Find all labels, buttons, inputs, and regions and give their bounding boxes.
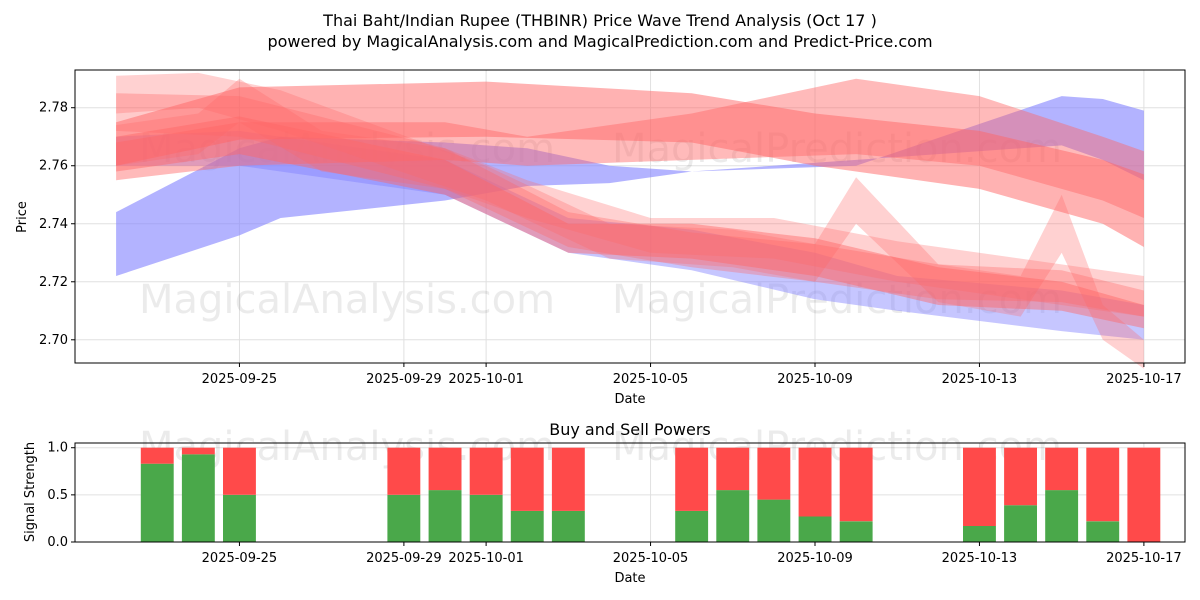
chart-title-line2: powered by MagicalAnalysis.com and Magic… <box>267 32 932 51</box>
price-wave-band-8 <box>116 78 1144 317</box>
buy-bar-2025-09-30 <box>428 490 462 542</box>
sell-bar-2025-10-06 <box>675 447 709 511</box>
buy-bar-2025-10-10 <box>839 521 873 542</box>
price-y-axis: 2.70 2.72 2.74 2.76 2.78 <box>39 101 75 348</box>
signal-y-axis-label: Signal Strength <box>23 442 38 542</box>
price-y-axis-label: Price <box>15 201 30 233</box>
signal-x-tick-label: 2025-09-25 <box>202 551 278 566</box>
signal-x-tick-label: 2025-10-17 <box>1106 551 1182 566</box>
price-wave-bands <box>116 72 1144 369</box>
sell-bar-2025-10-14 <box>1004 447 1037 506</box>
signal-x-tick-label: 2025-09-29 <box>366 551 442 566</box>
buy-bar-2025-10-02 <box>510 510 544 542</box>
sell-bar-2025-10-03 <box>551 447 585 511</box>
buy-bar-2025-10-14 <box>1004 505 1037 542</box>
buy-bar-2025-10-03 <box>551 510 585 542</box>
price-chart-panel: MagicalAnalysis.com MagicalPrediction.co… <box>15 69 1186 407</box>
signal-chart-frame <box>74 442 1186 543</box>
sell-bar-2025-10-13 <box>963 447 996 526</box>
buy-bar-2025-10-13 <box>963 526 996 542</box>
price-x-tick-label: 2025-09-25 <box>202 372 278 387</box>
price-y-tick-label: 2.76 <box>39 159 68 174</box>
signal-x-tick-label: 2025-10-01 <box>448 551 524 566</box>
sell-bar-2025-09-25 <box>223 447 256 495</box>
price-chart-frame <box>74 69 1186 364</box>
price-wave-band-4 <box>116 78 1144 218</box>
sell-bar-2025-09-24 <box>181 447 215 455</box>
buy-bar-2025-09-24 <box>181 454 215 542</box>
buy-bar-2025-09-23 <box>140 463 174 542</box>
signal-x-tick-label: 2025-10-13 <box>942 551 1018 566</box>
price-y-tick-label: 2.74 <box>39 217 68 232</box>
sell-bar-2025-10-01 <box>469 447 503 495</box>
buy-bar-2025-10-16 <box>1086 521 1120 542</box>
buy-bar-2025-10-06 <box>675 510 709 542</box>
watermark-analysis-mid: MagicalAnalysis.com <box>139 277 555 323</box>
price-wave-band-6 <box>116 93 1144 317</box>
sell-bar-2025-10-10 <box>839 447 873 522</box>
price-wave-band-1 <box>116 96 1144 276</box>
price-x-tick-label: 2025-10-09 <box>777 372 853 387</box>
buy-bar-2025-10-01 <box>469 494 503 542</box>
sell-bar-2025-10-09 <box>798 447 832 517</box>
chart-title-line1: Thai Baht/Indian Rupee (THBINR) Price Wa… <box>322 11 877 30</box>
price-wave-band-5 <box>116 116 1144 329</box>
signal-y-axis: 0.0 0.5 1.0 <box>47 441 75 550</box>
watermark-prediction-mid: MagicalPrediction.com <box>612 277 1062 323</box>
price-y-tick-label: 2.78 <box>39 101 68 116</box>
signal-x-tick-label: 2025-10-09 <box>777 551 853 566</box>
signal-y-tick-label: 0.5 <box>47 488 68 503</box>
buy-bar-2025-10-08 <box>757 499 791 542</box>
signal-x-axis-label: Date <box>614 571 645 586</box>
sell-bar-2025-10-07 <box>716 447 750 491</box>
sell-bar-2025-10-15 <box>1045 447 1079 491</box>
buy-bar-2025-09-25 <box>223 494 256 542</box>
signal-chart-panel: Buy and Sell Powers MagicalAnalysis.com … <box>23 420 1186 586</box>
sell-bar-2025-09-29 <box>387 447 421 495</box>
signal-x-tick-label: 2025-10-05 <box>613 551 689 566</box>
signal-chart-title: Buy and Sell Powers <box>549 420 711 439</box>
sell-bar-2025-09-23 <box>140 447 174 464</box>
price-x-tick-label: 2025-09-29 <box>366 372 442 387</box>
buy-bar-2025-10-07 <box>716 490 750 542</box>
price-wave-band-2 <box>116 130 1144 340</box>
price-x-axis: 2025-09-25 2025-09-29 2025-10-01 2025-10-05… <box>202 363 1182 387</box>
sell-bar-2025-10-17 <box>1127 447 1161 542</box>
price-x-tick-label: 2025-10-01 <box>448 372 524 387</box>
price-y-tick-label: 2.72 <box>39 275 68 290</box>
signal-y-tick-label: 0.0 <box>47 535 68 550</box>
price-y-tick-label: 2.70 <box>39 333 68 348</box>
price-wave-band-7 <box>116 72 1144 369</box>
price-wave-band-3 <box>116 81 1144 247</box>
sell-bar-2025-10-16 <box>1086 447 1120 522</box>
sell-bar-2025-10-08 <box>757 447 791 500</box>
price-x-tick-label: 2025-10-05 <box>613 372 689 387</box>
sell-bar-2025-10-02 <box>510 447 544 511</box>
sell-bar-2025-09-30 <box>428 447 462 491</box>
price-x-tick-label: 2025-10-17 <box>1106 372 1182 387</box>
signal-chart-background <box>75 443 1185 542</box>
signal-bars <box>140 447 1161 542</box>
price-x-axis-label: Date <box>614 392 645 407</box>
signal-y-tick-label: 1.0 <box>47 441 68 456</box>
signal-x-axis: 2025-09-25 2025-09-29 2025-10-01 2025-10-05… <box>202 542 1182 566</box>
buy-bar-2025-10-09 <box>798 516 832 542</box>
buy-bar-2025-09-29 <box>387 494 421 542</box>
price-x-tick-label: 2025-10-13 <box>942 372 1018 387</box>
buy-bar-2025-10-15 <box>1045 490 1079 542</box>
